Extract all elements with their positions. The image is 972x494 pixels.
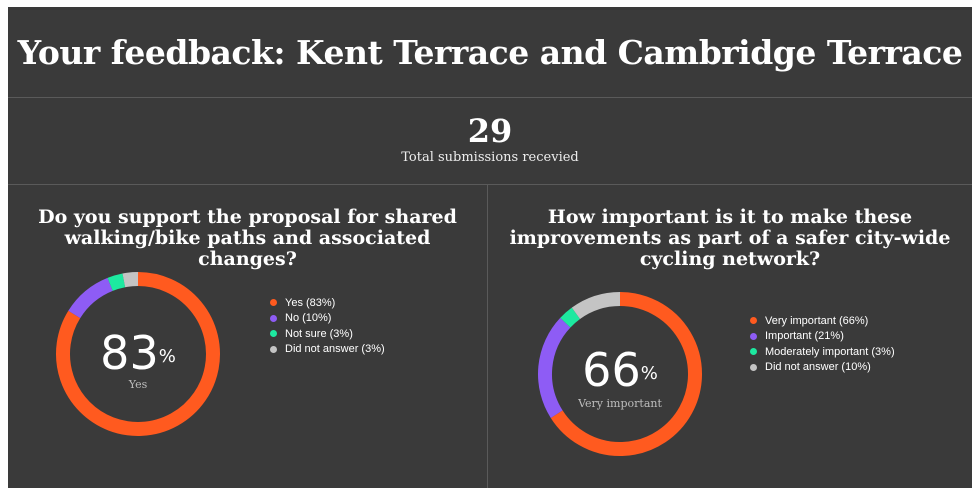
dashboard-frame: Your feedback: Kent Terrace and Cambridg… [8,7,972,488]
legend-label: Did not answer (10%) [765,361,871,374]
legend-item: Very important (66%) [750,313,895,329]
donut-center-number: 66 [582,343,641,397]
legend-item: Did not answer (10%) [750,360,895,376]
legend-item: Moderately important (3%) [750,344,895,360]
total-submissions-label: Total submissions recevied [401,150,579,165]
donut-center-unit: % [640,363,658,384]
legend-label: Important (21%) [765,330,844,343]
total-submissions: 29 Total submissions recevied [8,98,972,185]
donut-center-unit: % [158,346,176,367]
legend-item: Did not answer (3%) [270,342,385,358]
donut-slice-3 [571,292,621,320]
chart-title: How important is it to make these improv… [509,206,951,270]
donut-slice-0 [56,272,220,436]
legend-swatch [270,330,277,338]
page-title: Your feedback: Kent Terrace and Cambridg… [8,7,972,98]
donut-slice-3 [122,272,139,288]
chart-legend: Yes (83%) No (10%) Not sure (3%) Did not an… [270,295,385,357]
donut-center-value: 83% [78,329,198,377]
donut-slice-0 [550,292,702,456]
donut-center-label: Yes [128,378,148,391]
legend-swatch [270,299,277,307]
legend-item: No (10%) [270,311,385,327]
panel-divider [487,185,488,488]
legend-label: Yes (83%) [285,296,336,309]
donut-chart-importance [538,292,702,456]
donut-center-value: 66% [560,346,680,394]
legend-swatch [750,317,757,325]
donut-center-label: Very important [578,397,662,410]
legend-swatch [750,332,757,340]
donut-chart-support [56,272,220,436]
legend-item: Not sure (3%) [270,326,385,342]
chart-title: Do you support the proposal for shared w… [38,206,457,270]
chart-panel-support: Do you support the proposal for shared w… [8,185,487,488]
donut-slice-1 [68,277,113,319]
donut-center-number: 83 [100,326,159,380]
legend-swatch [750,363,757,371]
chart-legend: Very important (66%) Important (21%) Moder… [750,313,895,375]
legend-label: Moderately important (3%) [765,345,895,358]
legend-label: Not sure (3%) [285,327,353,340]
donut-slice-2 [107,273,126,291]
donut-slice-1 [538,317,571,418]
chart-panel-importance: How important is it to make these improv… [488,185,972,488]
legend-label: Very important (66%) [765,314,869,327]
legend-label: No (10%) [285,312,332,325]
legend-label: Did not answer (3%) [285,343,385,356]
legend-item: Important (21%) [750,329,895,345]
legend-swatch [270,314,277,322]
legend-swatch [750,348,757,356]
legend-swatch [270,345,277,353]
donut-slice-2 [560,307,581,328]
total-submissions-value: 29 [467,112,513,150]
legend-item: Yes (83%) [270,295,385,311]
